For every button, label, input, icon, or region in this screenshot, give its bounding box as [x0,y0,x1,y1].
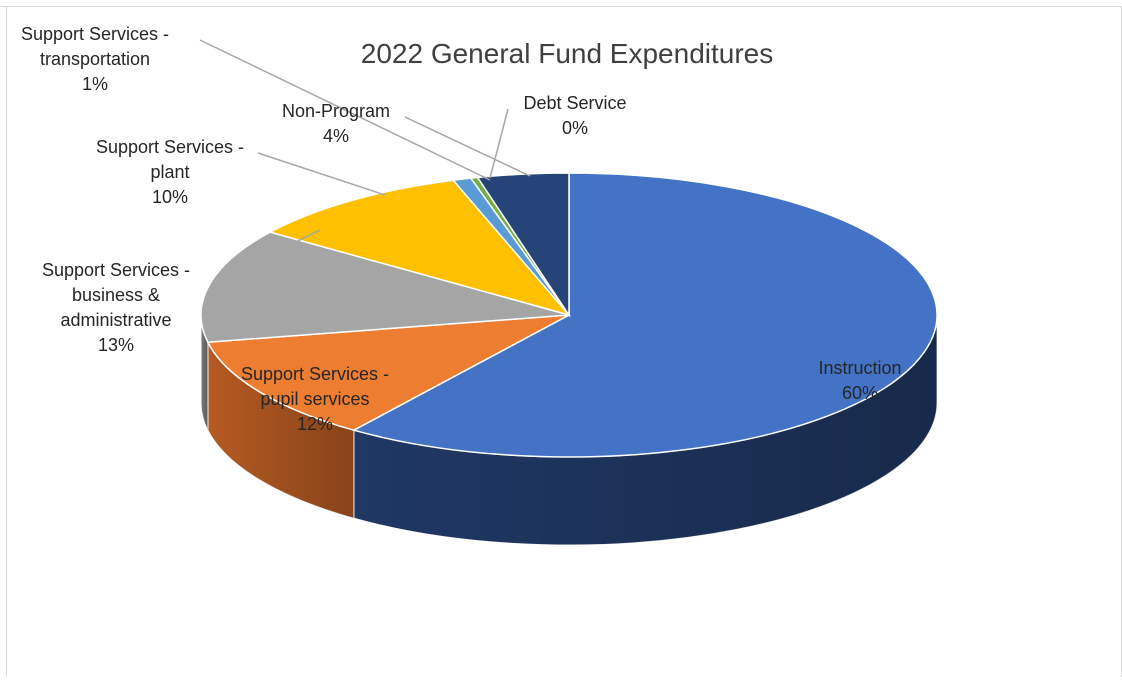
pie-slices [200,172,938,458]
pie-slice-1 [206,314,570,431]
pie-sides [200,314,938,546]
slice-name-label-0: Instruction [818,358,901,378]
slice-name-label-2: business & [72,285,160,305]
pie-slice-0 [351,172,938,458]
pie-slice-2 [200,231,570,344]
leader-lines [199,39,531,276]
slice-percent-label-2: 13% [98,335,134,355]
slice-name-label-3: plant [150,162,189,182]
data-labels: Instruction 60% Support Services - pupil se… [21,24,902,434]
chart-title: 2022 General Fund Expenditures [361,38,774,69]
pie-slice-side-shade-0-0 [353,315,937,545]
pie-slice-6 [476,172,570,318]
slice-percent-label-3: 10% [152,187,188,207]
leader-line-2 [229,229,321,276]
slice-name-label-3: Support Services - [96,137,244,157]
leader-line-3 [257,152,386,196]
chart-frame-top [0,6,1122,7]
pie-slice-3 [268,179,572,317]
pie-slice-side-shade-1-0 [207,342,354,519]
pie-slice-side-shade-2-0 [201,315,208,431]
slice-name-label-2: Support Services - [42,260,190,280]
slice-name-label-6: Non-Program [282,101,390,121]
slice-percent-label-5: 0% [562,118,588,138]
slice-name-label-5: Debt Service [523,93,626,113]
slice-percent-label-6: 4% [323,126,349,146]
slice-name-label-1: pupil services [260,389,369,409]
slice-percent-label-1: 12% [297,414,333,434]
leader-line-4 [199,39,491,181]
slice-name-label-1: Support Services - [241,364,389,384]
slice-name-label-4: transportation [40,49,150,69]
leader-line-5 [489,108,509,179]
slice-name-label-4: Support Services - [21,24,169,44]
leader-line-6 [404,116,531,177]
slice-percent-label-4: 1% [82,74,108,94]
chart-frame-left [6,6,7,677]
slice-percent-label-0: 60% [842,383,878,403]
slice-name-label-2: administrative [60,310,171,330]
